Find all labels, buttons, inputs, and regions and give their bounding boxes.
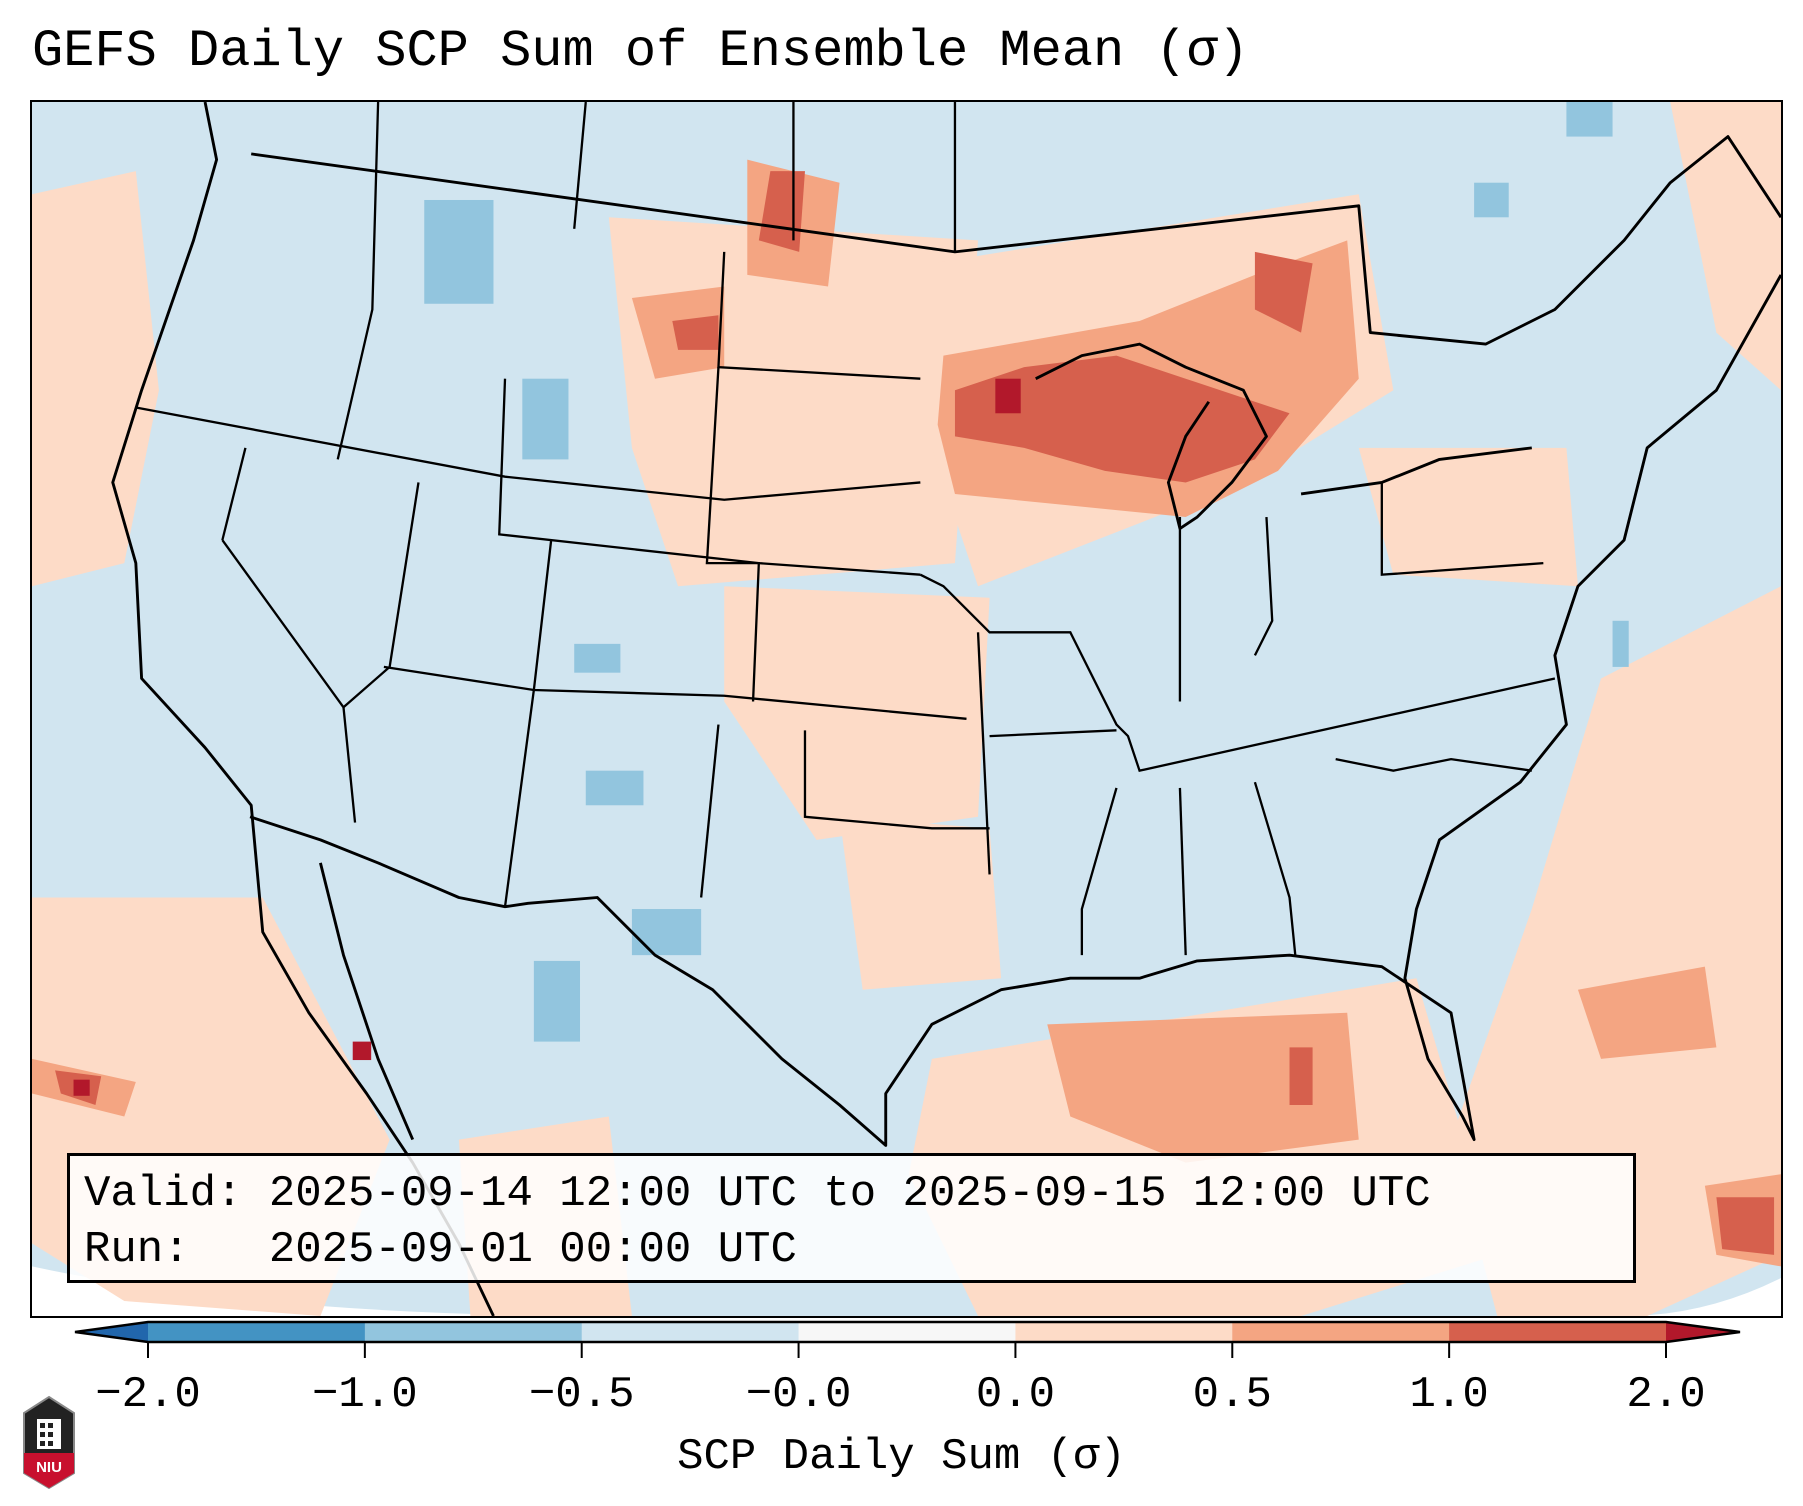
- colorbar-extend-high: [1666, 1322, 1740, 1342]
- niu-logo: NIU: [23, 1395, 75, 1490]
- colorbar-segment: [1015, 1322, 1233, 1342]
- positive-anomaly-extreme: [73, 378, 1021, 1096]
- colorbar-segment: [798, 1322, 1016, 1342]
- negative-anomaly: [424, 102, 1629, 1042]
- colorbar-segment: [1232, 1322, 1450, 1342]
- map-panel: [30, 100, 1783, 1318]
- colorbar-tick-label: −2.0: [95, 1370, 201, 1420]
- colorbar-segment: [581, 1322, 800, 1342]
- colorbar-tick-label: 0.5: [1192, 1370, 1272, 1420]
- colorbar-segment: [1449, 1322, 1667, 1342]
- positive-anomaly-light: [32, 102, 1781, 1316]
- svg-text:NIU: NIU: [36, 1459, 62, 1476]
- scp-field-map: [32, 102, 1781, 1316]
- colorbar-label: SCP Daily Sum (σ): [677, 1432, 1126, 1482]
- colorbar-tick-label: −1.0: [312, 1370, 418, 1420]
- colorbar: [74, 1320, 1741, 1358]
- colorbar-tick-label: 1.0: [1409, 1370, 1489, 1420]
- colorbar-tick-label: 0.0: [975, 1370, 1056, 1420]
- colorbar-segment: [148, 1322, 366, 1342]
- colorbar-segment: [364, 1322, 583, 1342]
- run-label: Run:: [84, 1225, 190, 1275]
- colorbar-extend-low: [75, 1322, 148, 1342]
- map-title: GEFS Daily SCP Sum of Ensemble Mean (σ): [32, 22, 1249, 81]
- colorbar-tick-label: −0.0: [745, 1370, 852, 1420]
- colorbar-tick-label: 2.0: [1626, 1370, 1706, 1420]
- colorbar-tick-label: −0.5: [528, 1370, 635, 1420]
- coastline-and-borders: [111, 102, 1781, 1316]
- valid-time: 2025-09-14 12:00 UTC to 2025-09-15 12:00…: [268, 1169, 1431, 1219]
- valid-run-info-box: Valid: 2025-09-14 12:00 UTC to 2025-09-1…: [67, 1153, 1636, 1283]
- projection-edge: [1624, 1277, 1781, 1316]
- state-boundaries: [135, 102, 1556, 956]
- run-time: 2025-09-01 00:00 UTC: [268, 1225, 797, 1275]
- valid-label: Valid:: [84, 1169, 243, 1219]
